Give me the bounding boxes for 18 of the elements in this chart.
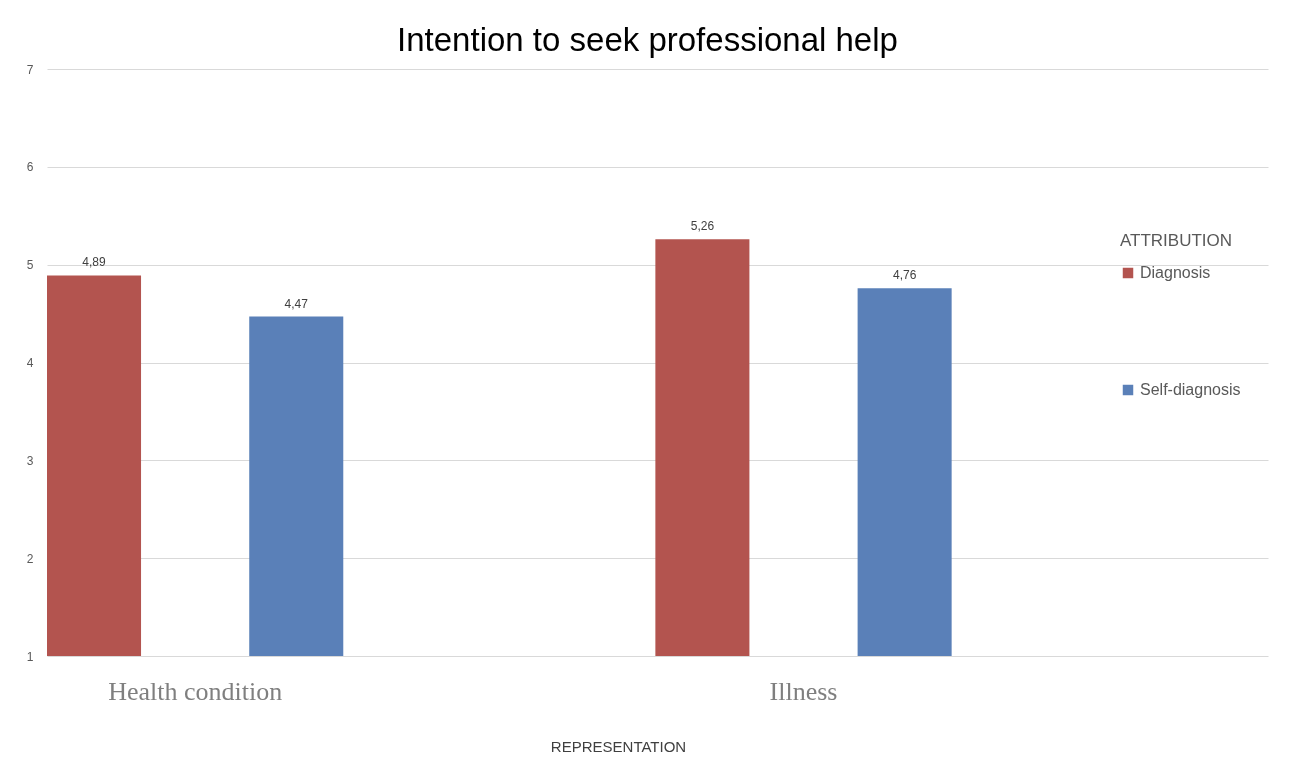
y-tick-label: 2 bbox=[26, 551, 34, 566]
data-label: 4,89 bbox=[82, 255, 107, 270]
data-label: 4,76 bbox=[892, 268, 917, 283]
legend-label: Self-diagnosis bbox=[1140, 381, 1241, 398]
y-tick-label: 3 bbox=[26, 453, 34, 468]
legend-title: ATTRIBUTION bbox=[1120, 231, 1233, 250]
x-tick-label: Illness bbox=[769, 676, 838, 706]
x-axis-title: REPRESENTATION bbox=[550, 737, 687, 755]
y-tick-label: 7 bbox=[26, 62, 34, 77]
y-tick-label: 1 bbox=[26, 649, 34, 664]
y-tick-label: 6 bbox=[26, 160, 34, 175]
legend-label: Diagnosis bbox=[1140, 264, 1211, 281]
data-label: 4,47 bbox=[284, 296, 309, 311]
y-tick-label: 5 bbox=[26, 258, 34, 273]
chart-title: Intention to seek professional help bbox=[397, 21, 898, 58]
data-label: 5,26 bbox=[690, 219, 715, 234]
y-tick-label: 4 bbox=[26, 356, 34, 370]
x-tick-label: Health condition bbox=[108, 676, 283, 706]
